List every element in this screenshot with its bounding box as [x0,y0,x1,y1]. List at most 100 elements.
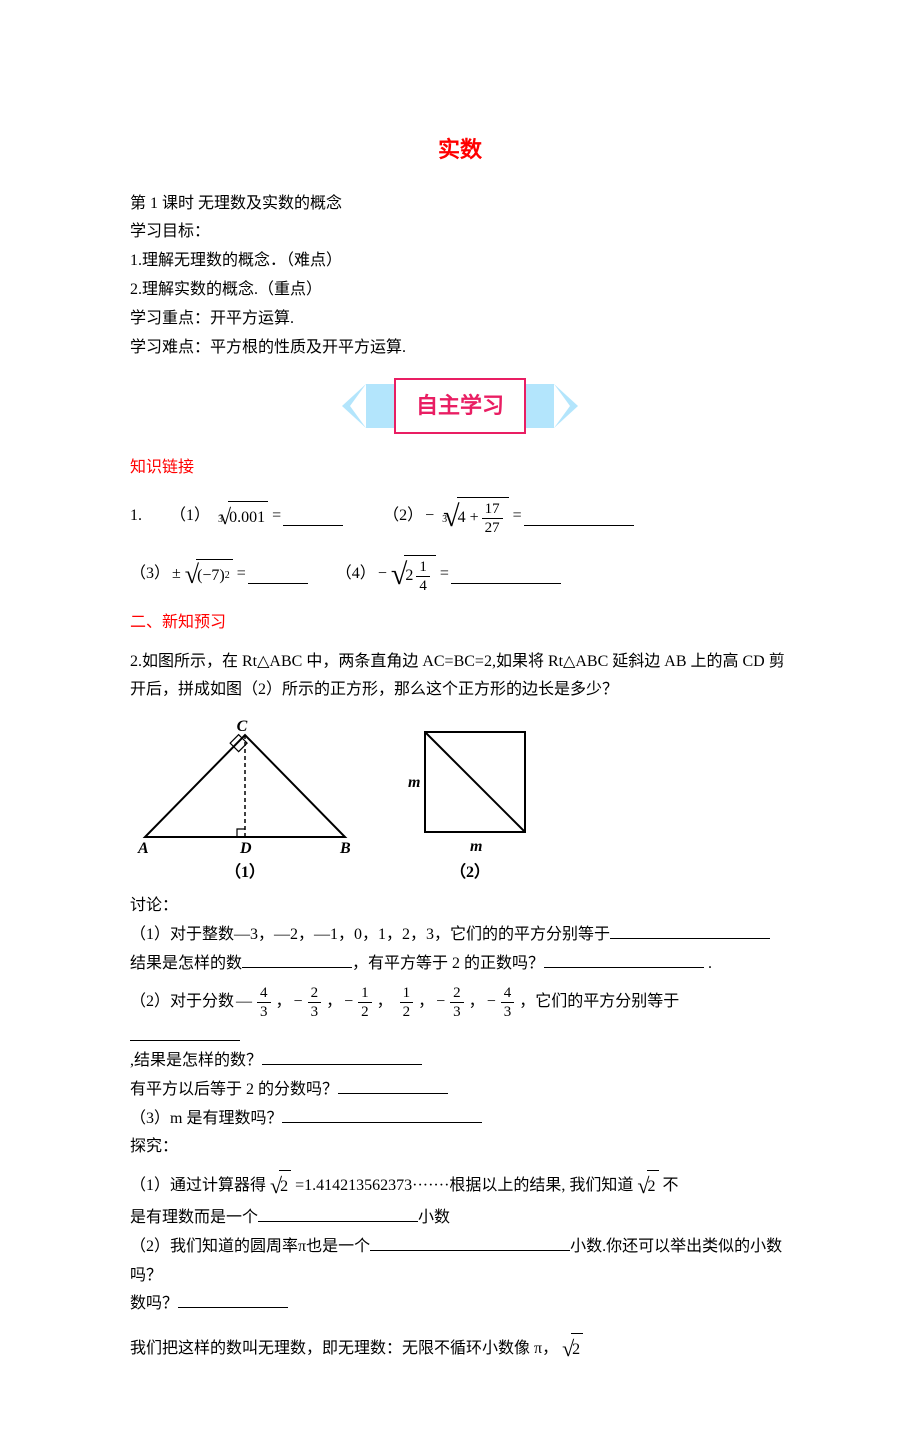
d1b-text: 结果是怎样的数 [130,955,242,972]
triangle-diagram: C A B D [130,717,360,857]
e1c-text: 不 [663,1172,679,1201]
frac-den: 3 [501,1002,515,1021]
exponent: 2 [225,567,230,585]
sqrt-2: √ 2 [270,1170,291,1202]
fraction: 4 3 [257,984,271,1021]
e2a-text: （2）我们知道的圆周率π也是一个 [130,1238,370,1255]
explore-1: （1）通过计算器得 √ 2 =1.414213562373·······根据以上… [130,1170,790,1202]
answer-blank [544,950,704,968]
discussion-1b: 结果是怎样的数，有平方等于 2 的正数吗？ . [130,950,790,979]
radicand: 4 + 17 27 [457,497,509,537]
discussion-2d: 有平方以后等于 2 的分数吗？ [130,1076,790,1105]
frac-den: 2 [358,1002,372,1021]
label-m-bottom: m [470,838,482,855]
explore-2-blank: 数吗？ [130,1290,790,1319]
radical-icon: √ [185,562,199,588]
equals: = [440,560,449,589]
discussion-1a: （1）对于整数—3，—2，—1，0，1，2，3，它们的的平方分别等于 [130,921,790,950]
d2b-text: ，它们的平方分别等于 [519,988,679,1017]
fraction: 2 3 [450,984,464,1021]
e1b-text: =1.414213562373·······根据以上的结果, 我们知道 [295,1172,633,1201]
banner-strip [524,384,554,428]
radicand: (−7)2 [196,559,233,591]
comma: ， [377,988,393,1017]
fraction: 1 4 [416,558,430,595]
figure-1: C A B D （1） [130,717,360,888]
discussion-3: （3）m 是有理数吗？ [130,1105,790,1134]
question-1-line-1: 1. （1） 3 √ 0.001 = （2） − 3 √ 4 + 17 27 = [130,497,790,537]
frac-num: 4 [257,984,271,1002]
d3-text: （3）m 是有理数吗？ [130,1110,282,1127]
question-2-text: 2.如图所示，在 Rt△ABC 中，两条直角边 AC=BC=2,如果将 Rt△A… [130,648,790,706]
fraction: 1 2 [400,984,414,1021]
equals: = [272,502,281,531]
plus-minus: ± [172,560,181,589]
label-C: C [237,718,248,735]
explore-1d: 是有理数而是一个小数 [130,1204,790,1233]
e1a-text: （1）通过计算器得 [130,1172,266,1201]
radical-icon: √ [637,1175,649,1197]
diagonal [425,732,525,832]
sqrt-2: √ 2 [637,1170,658,1202]
page-title: 实数 [130,130,790,170]
goals-label: 学习目标： [130,218,790,247]
neg-0: — [236,988,252,1017]
comma: ， [276,988,292,1017]
equals: = [237,560,246,589]
answer-blank [130,1023,240,1041]
equals: = [513,502,522,531]
minus: − [378,560,387,589]
question-1-line-2: （3） ± √ (−7)2 = （4） − √ 2 1 4 = [130,555,790,595]
lesson-line: 第 1 课时 无理数及实数的概念 [130,190,790,219]
frac-den: 3 [450,1002,464,1021]
cube-root-expr: 3 √ 0.001 [214,501,268,533]
goal-2: 2.理解实数的概念.（重点） [130,276,790,305]
minus: − [425,502,434,531]
square-diagram: m m [400,717,540,857]
d2a-text: （2）对于分数 [130,988,234,1017]
answer-blank [283,508,343,526]
figure-2: m m （2） [400,717,540,888]
radicand: 2 1 4 [404,555,436,595]
explore-label: 探究： [130,1133,790,1162]
answer-blank [248,566,308,584]
label-D: D [239,840,252,857]
frac-den: 3 [308,1002,322,1021]
answer-blank [451,566,561,584]
summary-text: 我们把这样的数叫无理数，即无理数：无限不循环小数像 π， [130,1335,558,1364]
trailing-text: 数吗？ [130,1295,178,1312]
answer-blank [258,1204,418,1222]
section-1-heading: 知识链接 [130,454,790,483]
neg-5: − [487,988,496,1017]
d1c-text: ，有平方等于 2 的正数吗？ [352,955,544,972]
q1-part2-label: （2） [383,502,423,531]
right-angle-marker-bottom [237,829,245,837]
e1d-text: 是有理数而是一个 [130,1209,258,1226]
sqrt-2: √ 2 [562,1333,583,1365]
radical-icon: √ [270,1175,282,1197]
q1-part3-label: （3） [130,560,170,589]
banner-strip [366,384,396,428]
answer-blank [262,1047,422,1065]
answer-blank [610,921,770,939]
fraction: 2 3 [308,984,322,1021]
answer-blank [178,1291,288,1309]
frac-num: 1 [416,558,430,576]
neg-4: − [436,988,445,1017]
fraction: 4 3 [501,984,515,1021]
frac-num: 4 [501,984,515,1002]
answer-blank [282,1105,482,1123]
frac-den: 4 [416,576,430,595]
frac-num: 2 [308,984,322,1002]
root-index: 3 [442,511,447,529]
frac-den: 3 [257,1002,271,1021]
goal-1: 1.理解无理数的概念．（难点） [130,247,790,276]
root-index: 3 [218,511,223,529]
banner-left-arrow [342,384,366,428]
answer-blank [370,1233,570,1251]
fraction: 1 2 [358,984,372,1021]
neg-2: − [344,988,353,1017]
radicand-part-a: 4 + [458,504,479,533]
sqrt-expr-3: √ (−7)2 [185,559,233,591]
section-2-heading: 二、新知预习 [130,609,790,638]
